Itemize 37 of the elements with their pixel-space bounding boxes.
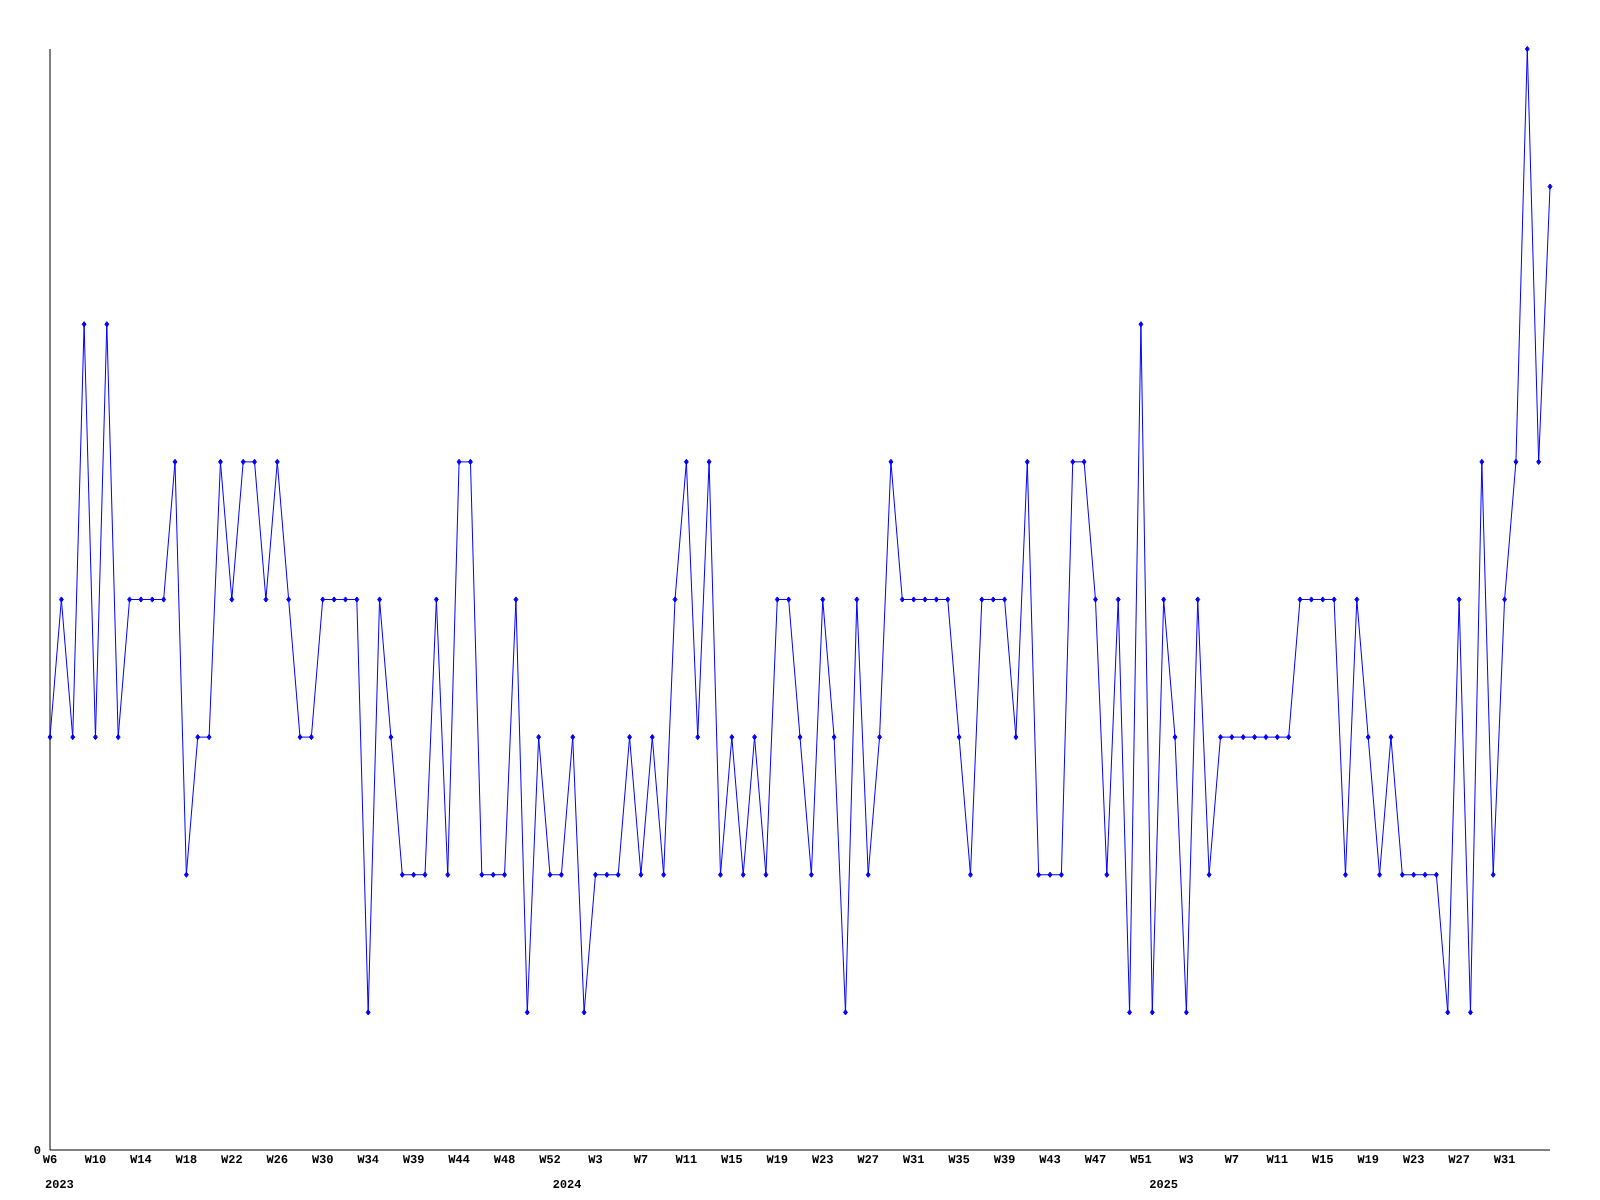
x-tick-label: W51 <box>1130 1155 1152 1164</box>
x-tick-label: W27 <box>1448 1155 1470 1164</box>
x-tick-label: W23 <box>811 1155 833 1164</box>
x-tick-label: W34 <box>357 1155 379 1164</box>
x-tick-label: W19 <box>1357 1155 1379 1164</box>
x-tick-label: W48 <box>493 1155 515 1164</box>
x-tick-label: W39 <box>993 1155 1015 1164</box>
x-tick-label: W15 <box>1311 1155 1333 1164</box>
x-tick-label: W3 <box>1179 1155 1193 1164</box>
x-tick-label: W44 <box>448 1155 470 1163</box>
text: 2024 <box>553 1179 582 1189</box>
x-tick-label: W11 <box>1266 1155 1288 1163</box>
x-tick-label: W35 <box>948 1155 970 1164</box>
x-tick-label: W7 <box>633 1155 648 1163</box>
x-tick-label: W3 <box>588 1155 603 1164</box>
x-tick-label: W52 <box>539 1155 561 1164</box>
x-tick-label: W14 <box>130 1155 152 1163</box>
text: 2023 <box>45 1179 74 1189</box>
text: 2025 <box>1150 1179 1178 1189</box>
x-tick-label: W7 <box>1224 1155 1239 1163</box>
x-tick-label: W31 <box>902 1155 924 1164</box>
x-tick-label: W43 <box>1039 1155 1061 1164</box>
x-tick-label: W27 <box>857 1155 879 1164</box>
x-tick-label: W6 <box>42 1155 57 1164</box>
x-tick-label: W26 <box>266 1155 288 1164</box>
x-tick-label: W30 <box>311 1155 333 1164</box>
x-tick-label: W22 <box>221 1155 242 1164</box>
x-tick-label: W31 <box>1493 1155 1515 1164</box>
x-tick-label: W10 <box>84 1155 106 1164</box>
x-tick-label: W47 <box>1084 1155 1106 1163</box>
x-tick-label: W19 <box>766 1155 788 1164</box>
x-tick-label: W23 <box>1402 1155 1424 1164</box>
x-tick-label: W39 <box>402 1155 424 1164</box>
text: 0 <box>34 1145 41 1155</box>
x-tick-label: W15 <box>721 1155 742 1164</box>
x-tick-label: W11 <box>675 1155 697 1163</box>
x-tick-label: W18 <box>175 1155 197 1164</box>
